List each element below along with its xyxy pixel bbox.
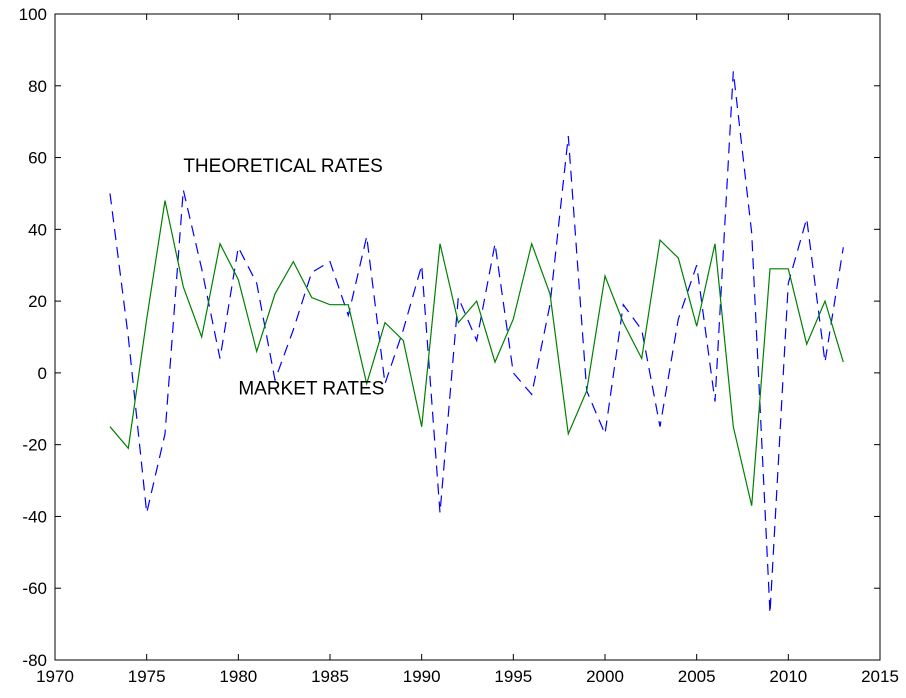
- plot-area: [54, 13, 881, 661]
- x-tick-label: 2000: [586, 667, 624, 686]
- x-tick-label: 2015: [861, 667, 899, 686]
- ticks-layer: 1970 1975 1980 1985 1990 1995 2000 2005 2010 2015…: [19, 5, 899, 686]
- y-tick-label: 0: [38, 364, 47, 383]
- plot-frame: [54, 13, 881, 661]
- y-tick-label: 100: [19, 5, 47, 24]
- series-layer: [109, 71, 844, 614]
- x-tick-label: 2005: [678, 667, 716, 686]
- y-tick-label: 80: [28, 77, 47, 96]
- annotation-2: MARKET RATES: [238, 378, 384, 399]
- y-tick-label: 20: [28, 292, 47, 311]
- y-tick-label: 40: [28, 220, 47, 239]
- y-tick-label: 60: [28, 149, 47, 168]
- y-tick-label: -80: [22, 651, 47, 670]
- x-tick-label: 1990: [403, 667, 441, 686]
- y-tick-label: -40: [22, 507, 47, 526]
- x-tick-label: 1975: [128, 667, 166, 686]
- y-tick-label: -60: [22, 579, 47, 598]
- annotation-1: THEORETICAL RATES: [183, 156, 383, 177]
- y-tick-label: -20: [22, 436, 47, 455]
- x-tick-label: 1980: [219, 667, 257, 686]
- x-tick-label: 1995: [494, 667, 532, 686]
- annotations: THEORETICAL RATES MARKET RATES: [183, 156, 384, 400]
- series-line-1: [109, 71, 844, 614]
- x-tick-label: 2010: [769, 667, 807, 686]
- series-line-2: [109, 200, 844, 506]
- x-tick-label: 1985: [311, 667, 349, 686]
- x-tick-label: 1970: [36, 667, 74, 686]
